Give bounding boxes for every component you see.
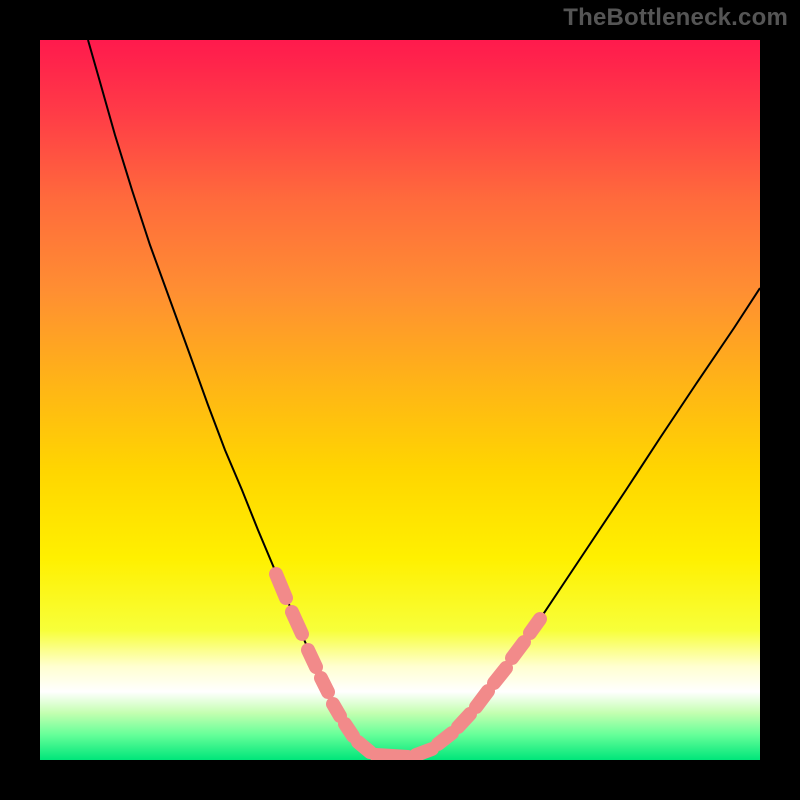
highlight-segment (321, 678, 328, 692)
highlight-segment (376, 755, 408, 757)
highlight-segment (345, 724, 353, 736)
highlight-segment (276, 574, 286, 598)
highlight-segment (512, 642, 524, 658)
highlight-segment (292, 612, 302, 634)
gradient-background (40, 40, 760, 760)
highlight-segment (494, 668, 506, 683)
highlight-segment (358, 742, 370, 752)
highlight-segment (438, 733, 452, 744)
watermark-text: TheBottleneck.com (563, 4, 788, 32)
highlight-segment (416, 749, 432, 755)
chart-plot (40, 40, 760, 760)
highlight-segment (530, 619, 540, 633)
highlight-segment (476, 691, 488, 707)
highlight-segment (333, 704, 340, 716)
highlight-segment (308, 650, 316, 667)
highlight-segment (458, 714, 470, 727)
